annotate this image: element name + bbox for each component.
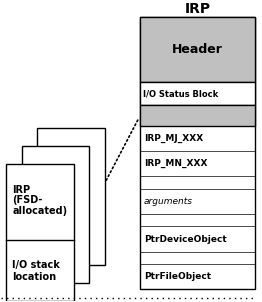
- Bar: [140, 105, 255, 126]
- Text: I/O Status Block: I/O Status Block: [143, 89, 218, 98]
- Text: location: location: [12, 271, 57, 282]
- Text: PtrDeviceObject: PtrDeviceObject: [144, 235, 227, 243]
- Text: PtrFileObject: PtrFileObject: [144, 272, 211, 281]
- Text: (FSD-: (FSD-: [12, 195, 43, 205]
- Text: Header: Header: [172, 43, 223, 56]
- Bar: [140, 17, 255, 289]
- Bar: [140, 82, 255, 105]
- Bar: [21, 146, 89, 283]
- Text: IRP: IRP: [184, 2, 211, 16]
- Bar: [6, 164, 74, 301]
- Bar: [140, 17, 255, 82]
- Text: IRP: IRP: [12, 185, 31, 195]
- Text: I/O stack: I/O stack: [12, 260, 60, 270]
- Bar: [37, 128, 105, 265]
- Text: arguments: arguments: [144, 197, 193, 206]
- Text: IRP_MN_XXX: IRP_MN_XXX: [144, 159, 208, 168]
- Text: IRP_MJ_XXX: IRP_MJ_XXX: [144, 134, 203, 143]
- Text: allocated): allocated): [12, 206, 68, 216]
